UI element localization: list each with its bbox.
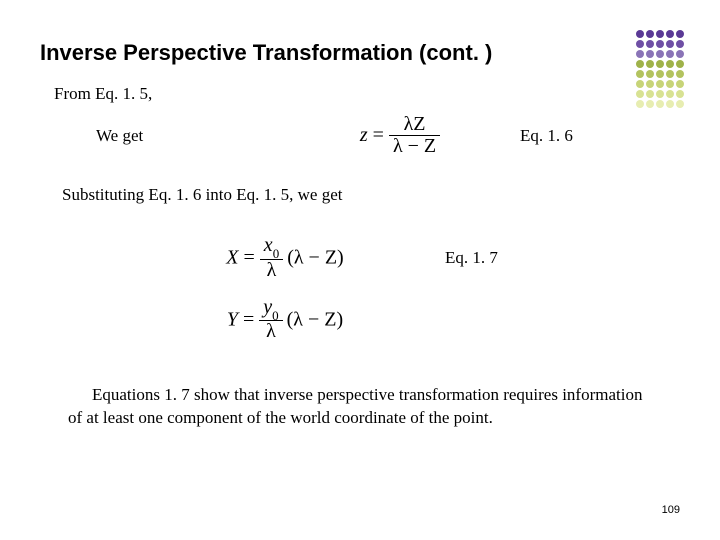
eq16-den: λ − Z (389, 136, 440, 157)
eq17a-tail: (λ − Z) (287, 246, 344, 268)
eq17a-num-sym: x (264, 234, 273, 256)
eq17a-lhs: X (226, 246, 238, 268)
eq17b-num-sub: 0 (272, 308, 279, 323)
eq16-row: We get z = λZ λ − Z Eq. 1. 6 (40, 114, 680, 157)
slide-container: Inverse Perspective Transformation (cont… (0, 0, 720, 540)
corner-dot-decoration (634, 28, 686, 110)
line-from-eq15: From Eq. 1. 5, (54, 84, 680, 104)
eq17a-den: λ (260, 260, 283, 281)
eq16-formula: z = λZ λ − Z (300, 114, 500, 157)
eq17b-num-sym: y (263, 296, 272, 318)
eq17b-row: Y = y0 λ (λ − Z) (40, 297, 680, 343)
eq16-tag: Eq. 1. 6 (500, 126, 660, 146)
eq17-tag: Eq. 1. 7 (415, 248, 565, 268)
eq17a-formula: X = x0 λ (λ − Z) (155, 235, 415, 281)
substituting-line: Substituting Eq. 1. 6 into Eq. 1. 5, we … (62, 185, 680, 205)
slide-title: Inverse Perspective Transformation (cont… (40, 40, 680, 66)
eq16-num: λZ (389, 114, 440, 136)
page-number: 109 (662, 504, 680, 516)
conclusion-text: Equations 1. 7 show that inverse perspec… (40, 384, 680, 430)
eq17b-den: λ (259, 321, 282, 342)
eq17b-lhs: Y (227, 308, 238, 330)
eq16-lhs: z (360, 124, 368, 146)
eq17a-row: X = x0 λ (λ − Z) Eq. 1. 7 (40, 235, 680, 281)
we-get-label: We get (40, 126, 300, 146)
eq17a-num-sub: 0 (273, 246, 280, 261)
eq17b-tail: (λ − Z) (287, 308, 344, 330)
eq17b-formula: Y = y0 λ (λ − Z) (155, 297, 415, 343)
